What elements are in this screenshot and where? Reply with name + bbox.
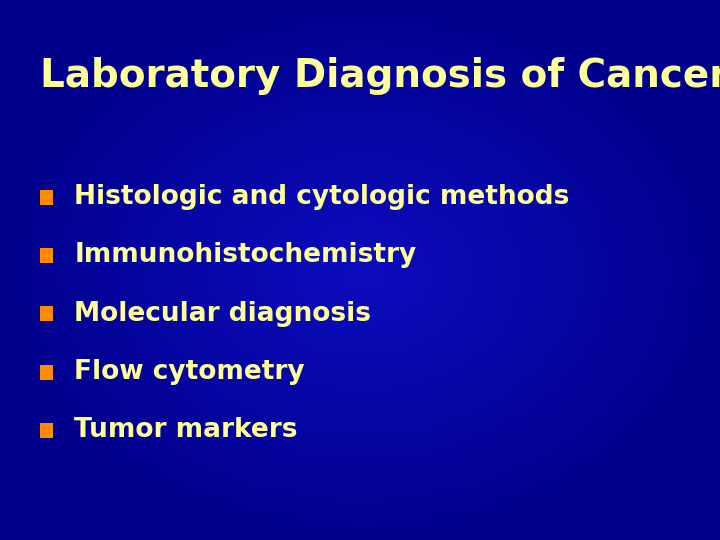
Bar xyxy=(40,423,53,438)
Text: Molecular diagnosis: Molecular diagnosis xyxy=(74,301,372,327)
Text: Flow cytometry: Flow cytometry xyxy=(74,359,305,385)
Bar xyxy=(40,364,53,380)
Bar xyxy=(40,306,53,321)
Text: Tumor markers: Tumor markers xyxy=(74,417,297,443)
Text: Histologic and cytologic methods: Histologic and cytologic methods xyxy=(74,184,570,210)
Bar xyxy=(40,248,53,263)
Bar xyxy=(40,190,53,205)
Text: Immunohistochemistry: Immunohistochemistry xyxy=(74,242,416,268)
Text: Laboratory Diagnosis of Cancer: Laboratory Diagnosis of Cancer xyxy=(40,57,720,94)
